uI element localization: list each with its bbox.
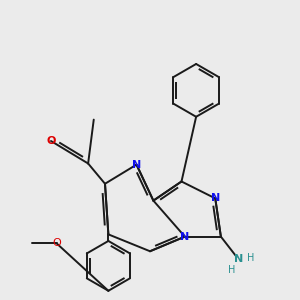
Text: O: O — [46, 136, 56, 146]
Text: H: H — [228, 265, 235, 275]
Text: N: N — [132, 160, 141, 170]
Text: N: N — [234, 254, 244, 264]
Text: N: N — [180, 232, 190, 242]
Text: N: N — [211, 194, 220, 203]
Text: H: H — [247, 253, 254, 262]
Text: O: O — [52, 238, 61, 248]
